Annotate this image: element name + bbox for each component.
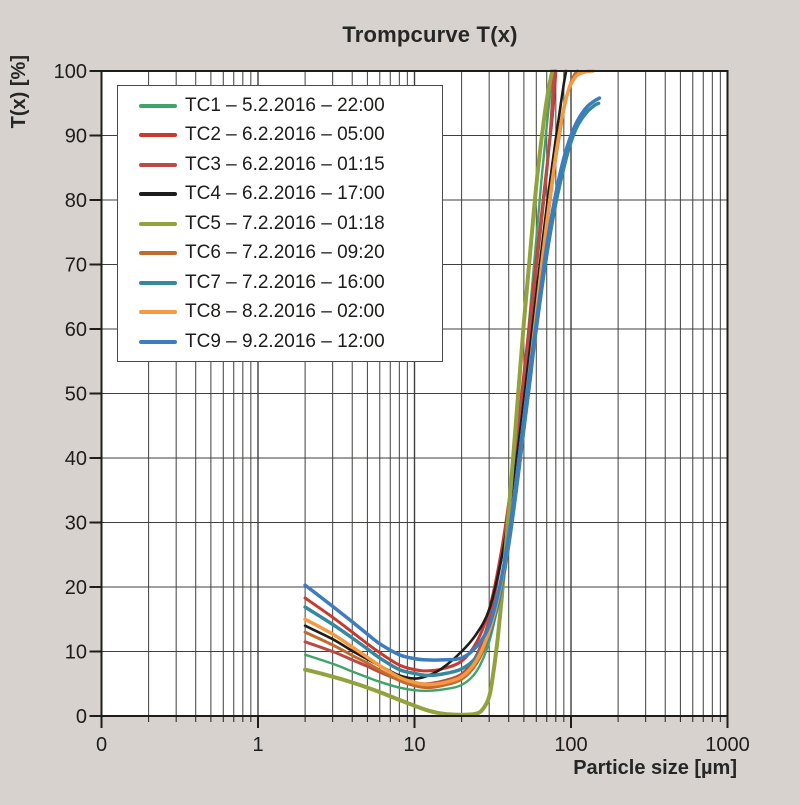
x-tick-label: 10	[403, 734, 425, 756]
y-tick-label: 60	[65, 319, 87, 341]
legend-label: TC9 – 9.2.2016 – 12:00	[185, 330, 385, 352]
curves	[303, 69, 602, 717]
y-tick-label: 100	[54, 61, 87, 83]
legend-item-tc8: TC8 – 8.2.2016 – 02:00	[118, 298, 442, 328]
legend-label: TC7 – 7.2.2016 – 16:00	[185, 271, 385, 293]
legend-box: TC1 – 5.2.2016 – 22:00 TC2 – 6.2.2016 – 0…	[117, 85, 443, 362]
legend-line-swatch	[139, 310, 177, 315]
legend-item-tc5: TC5 – 7.2.2016 – 01:18	[118, 209, 442, 239]
legend-label: TC6 – 7.2.2016 – 09:20	[185, 242, 385, 264]
chart-title: Trompcurve T(x)	[342, 22, 518, 47]
plot-border	[100, 70, 729, 717]
y-tick-label: 40	[65, 448, 87, 470]
legend-item-tc9: TC9 – 9.2.2016 – 12:00	[118, 327, 442, 357]
legend-item-tc1: TC1 – 5.2.2016 – 22:00	[118, 91, 442, 121]
y-tick-label: 80	[65, 190, 87, 212]
legend-line-swatch	[139, 162, 177, 167]
y-tick-label: 20	[65, 577, 87, 599]
legend-item-tc3: TC3 – 6.2.2016 – 01:15	[118, 150, 442, 180]
x-tick-label: 1000	[705, 734, 750, 756]
legend-label: TC3 – 6.2.2016 – 01:15	[185, 153, 385, 175]
legend-line-swatch	[139, 133, 177, 138]
legend-item-tc6: TC6 – 7.2.2016 – 09:20	[118, 239, 442, 269]
series-line-tc9	[303, 96, 602, 662]
legend-item-tc7: TC7 – 7.2.2016 – 16:00	[118, 268, 442, 298]
legend-label: TC5 – 7.2.2016 – 01:18	[185, 212, 385, 234]
x-tick-label: 0	[96, 734, 107, 756]
legend-line-swatch	[139, 192, 177, 197]
legend-item-tc2: TC2 – 6.2.2016 – 05:00	[118, 121, 442, 151]
legend-line-swatch	[139, 280, 177, 285]
legend-label: TC1 – 5.2.2016 – 22:00	[185, 94, 385, 116]
x-axis-title: Particle size [µm]	[573, 757, 737, 779]
tick-labels: 0 1 10 100 1000 0 10 20 30 40 50 60 70 80 90 100	[54, 61, 750, 756]
legend-label: TC4 – 6.2.2016 – 17:00	[185, 183, 385, 205]
y-tick-label: 90	[65, 126, 87, 148]
y-tick-label: 10	[65, 642, 87, 664]
series-line-tc5	[303, 69, 555, 717]
vertical-gridlines	[148, 71, 721, 716]
legend-item-tc4: TC4 – 6.2.2016 – 17:00	[118, 180, 442, 210]
x-tick-label: 1	[252, 734, 263, 756]
series-line-tc1	[303, 69, 555, 693]
legend-line-swatch	[139, 221, 177, 226]
legend-label: TC2 – 6.2.2016 – 05:00	[185, 124, 385, 146]
y-tick-label: 0	[76, 706, 87, 728]
y-tick-label: 50	[65, 384, 87, 406]
legend-label: TC8 – 8.2.2016 – 02:00	[185, 301, 385, 323]
y-tick-label: 70	[65, 255, 87, 277]
legend-line-swatch	[139, 103, 177, 108]
y-tick-label: 30	[65, 513, 87, 535]
y-axis-title: T(x) [%]	[8, 55, 30, 129]
x-tick-label: 100	[554, 734, 587, 756]
legend-line-swatch	[139, 251, 177, 256]
legend-line-swatch	[139, 339, 177, 344]
